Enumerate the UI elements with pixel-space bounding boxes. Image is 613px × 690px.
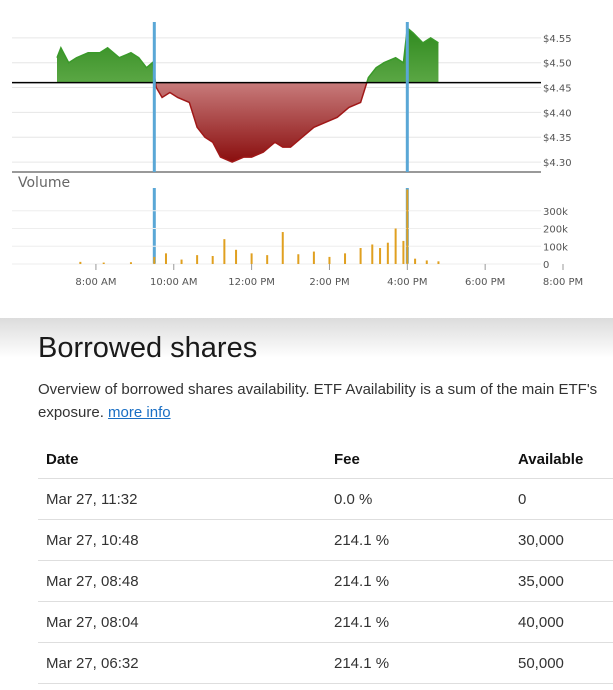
date-cell: Mar 27, 06:32: [38, 642, 326, 684]
table-row: Mar 27, 08:04 214.1 % 40,000: [38, 601, 613, 643]
column-header-fee: Fee: [326, 441, 510, 479]
volume-bar: [406, 189, 409, 264]
fee-cell: 214.1 %: [326, 560, 510, 602]
available-cell: 40,000: [510, 601, 613, 643]
volume-bar: [164, 253, 167, 264]
volume-bar: [394, 228, 397, 264]
price-area-below: [155, 82, 367, 163]
session-marker-volume: [152, 188, 156, 264]
volume-bar: [344, 253, 347, 264]
x-tick-label: 4:00 PM: [387, 277, 427, 288]
volume-bar: [180, 259, 183, 264]
x-tick-label: 2:00 PM: [309, 277, 349, 288]
fee-cell: 0.0 %: [326, 478, 510, 520]
fee-cell: 214.1 %: [326, 519, 510, 561]
volume-bar: [129, 262, 132, 264]
x-tick-label: 12:00 PM: [228, 277, 275, 288]
price-volume-chart: $4.55 $4.50 $4.45 $4.40 $4.35 $4.30 Volume 300k…: [12, 22, 583, 288]
volume-tick-label: 0: [543, 260, 549, 271]
volume-bar: [266, 255, 269, 264]
price-tick-label: $4.35: [543, 133, 572, 144]
price-tick-label: $4.40: [543, 108, 572, 119]
price-tick-label: $4.50: [543, 59, 572, 70]
volume-label: Volume: [18, 175, 70, 191]
price-chart-panel: $4.55 $4.50 $4.45 $4.40 $4.35 $4.30 Volume 300k…: [0, 0, 613, 320]
fee-cell: 214.1 %: [326, 642, 510, 684]
date-cell: Mar 27, 10:48: [38, 519, 326, 561]
price-tick-label: $4.30: [543, 158, 572, 169]
volume-bar: [79, 261, 82, 264]
table-row: Mar 27, 10:48 214.1 % 30,000: [38, 519, 613, 561]
column-header-date: Date: [38, 441, 326, 479]
date-cell: Mar 27, 11:32: [38, 478, 326, 520]
available-cell: 0: [510, 478, 613, 520]
x-tick-label: 10:00 AM: [150, 277, 197, 288]
table-row: Mar 27, 06:32 214.1 % 50,000: [38, 642, 613, 684]
x-tick-label: 8:00 PM: [543, 277, 583, 288]
volume-bar: [402, 240, 405, 264]
table-header-row: Date Fee Available: [38, 441, 613, 479]
volume-bar: [414, 258, 417, 264]
borrowed-shares-section: Borrowed shares Overview of borrowed sha…: [0, 320, 613, 690]
volume-bar: [359, 248, 362, 264]
price-area-above: [57, 27, 439, 83]
volume-bar: [297, 254, 300, 264]
more-info-link[interactable]: more info: [108, 404, 171, 421]
price-line-above: [56, 26, 439, 83]
fee-cell: 214.1 %: [326, 601, 510, 643]
x-tick-label: 8:00 AM: [75, 277, 116, 288]
column-header-available: Available: [510, 441, 613, 479]
session-marker-price: [405, 22, 409, 172]
borrowed-shares-table: Date Fee Available Mar 27, 11:32 0.0 % 0…: [38, 441, 613, 684]
date-cell: Mar 27, 08:48: [38, 560, 326, 602]
volume-tick-label: 100k: [543, 242, 568, 253]
volume-bar: [235, 249, 238, 264]
table-row: Mar 27, 11:32 0.0 % 0: [38, 478, 613, 520]
x-tick-label: 6:00 PM: [465, 277, 505, 288]
available-cell: 30,000: [510, 519, 613, 561]
volume-bar: [250, 253, 253, 264]
volume-bar: [281, 232, 284, 264]
volume-bar: [312, 251, 315, 264]
table-row: Mar 27, 08:48 214.1 % 35,000: [38, 560, 613, 602]
volume-bar: [196, 255, 199, 264]
session-marker-price: [152, 22, 156, 172]
price-line-below: [154, 82, 368, 163]
available-cell: 35,000: [510, 560, 613, 602]
volume-bar: [437, 261, 440, 264]
section-description: Overview of borrowed shares availability…: [38, 378, 613, 424]
volume-bar: [371, 244, 374, 264]
volume-bar: [328, 256, 331, 264]
volume-bar: [153, 256, 156, 264]
price-tick-label: $4.45: [543, 84, 572, 95]
date-cell: Mar 27, 08:04: [38, 601, 326, 643]
volume-bar: [386, 242, 389, 264]
volume-bar: [102, 262, 105, 264]
description-text: Overview of borrowed shares availability…: [38, 381, 598, 398]
volume-tick-label: 300k: [543, 207, 568, 218]
volume-bar: [223, 239, 226, 264]
volume-bar: [379, 248, 382, 264]
volume-bar: [425, 260, 428, 264]
price-tick-label: $4.55: [543, 34, 572, 45]
available-cell: 50,000: [510, 642, 613, 684]
volume-tick-label: 200k: [543, 225, 568, 236]
section-divider-shadow: [0, 318, 613, 358]
section-title: Borrowed shares: [38, 332, 258, 364]
description-text-line2: exposure.: [38, 404, 104, 421]
volume-bar: [211, 256, 214, 264]
